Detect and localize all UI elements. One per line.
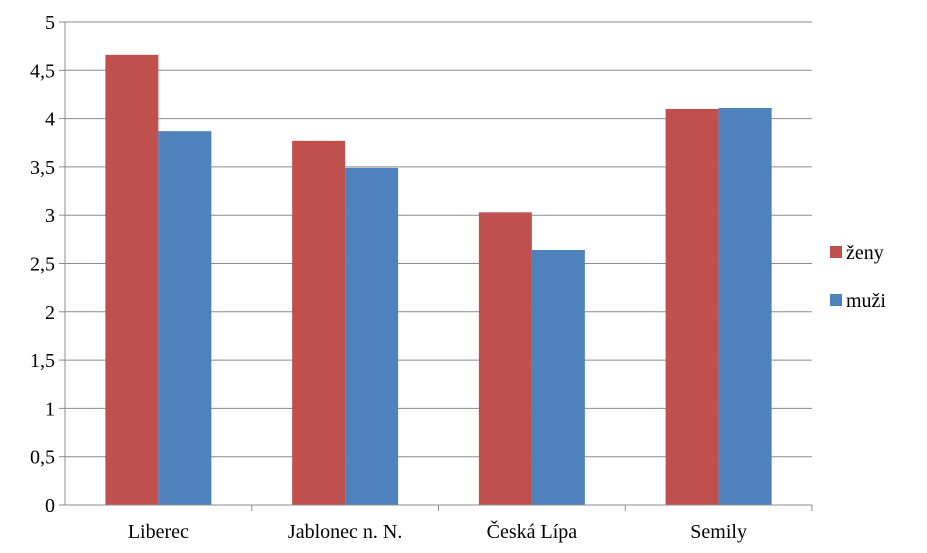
y-tick-label: 4,5 xyxy=(30,60,55,82)
y-tick-label: 1,5 xyxy=(30,350,55,372)
x-category-label: Jablonec n. N. xyxy=(288,521,402,543)
legend-swatch xyxy=(830,246,842,258)
bar-muzi xyxy=(158,131,212,505)
legend-label: muži xyxy=(846,290,886,312)
bar-muzi xyxy=(345,167,399,505)
x-category-label: Česká Lípa xyxy=(487,519,578,543)
x-category-label: Semily xyxy=(690,521,747,543)
y-tick-label: 3 xyxy=(45,205,55,227)
y-tick-label: 0,5 xyxy=(30,447,55,469)
y-tick-label: 4 xyxy=(45,109,55,131)
legend-swatch xyxy=(830,294,842,306)
bars xyxy=(105,54,772,506)
bar-zeny xyxy=(665,108,719,505)
legend: ženy muži xyxy=(830,242,886,312)
y-tick-label: 5 xyxy=(45,12,55,34)
y-tick-label: 2,5 xyxy=(30,254,55,276)
axes: 0 0,5 1 1,5 2 2,5 3 3,5 4 4,5 5 Liberec Jablonec n. … xyxy=(30,12,813,543)
bar-zeny xyxy=(478,212,532,505)
y-tick-label: 2 xyxy=(45,302,55,324)
y-tick-label: 0 xyxy=(45,495,55,517)
y-tick-label: 1 xyxy=(45,398,55,420)
bar-zeny xyxy=(105,54,159,506)
bar-zeny xyxy=(292,140,346,505)
x-category-label: Liberec xyxy=(128,521,189,543)
bar-muzi xyxy=(718,107,772,505)
legend-label: ženy xyxy=(846,242,884,264)
bar-muzi xyxy=(531,249,585,505)
y-tick-label: 3,5 xyxy=(30,157,55,179)
